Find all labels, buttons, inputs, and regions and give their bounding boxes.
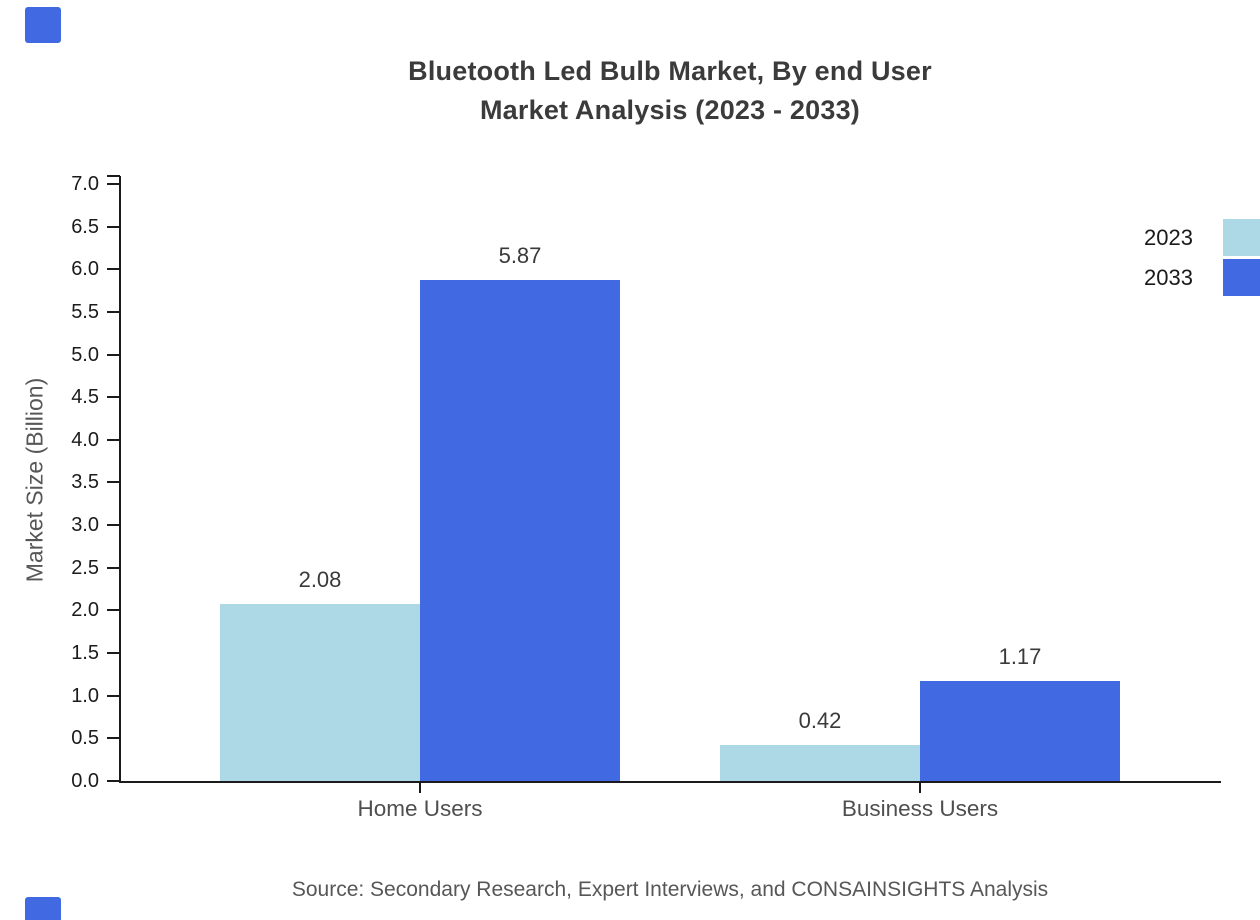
- bar-2023-business-users: [720, 745, 920, 781]
- legend-swatch-2023: [1223, 219, 1260, 256]
- y-tick-label: 4.0: [71, 428, 99, 451]
- y-tick: [107, 353, 120, 356]
- y-axis-end-cap: [107, 175, 120, 177]
- chart-title-line1: Bluetooth Led Bulb Market, By end User: [408, 56, 932, 86]
- y-tick-label: 7.0: [71, 172, 99, 195]
- chart-title: Bluetooth Led Bulb Market, By end User M…: [120, 52, 1220, 130]
- value-label-2033-home-users: 5.87: [498, 243, 542, 269]
- y-tick: [107, 652, 120, 655]
- y-tick-label: 4.5: [71, 386, 99, 409]
- y-tick: [107, 268, 120, 271]
- y-tick-label: 0.0: [71, 770, 99, 792]
- bar-2033-business-users: [920, 681, 1120, 781]
- bar-2033-home-users: [420, 280, 620, 781]
- y-tick: [107, 566, 120, 569]
- value-label-2033-business-users: 1.17: [998, 644, 1042, 670]
- y-tick: [107, 780, 120, 782]
- y-tick-label: 1.0: [71, 684, 99, 707]
- y-tick: [107, 225, 120, 228]
- y-tick-label: 3.5: [71, 471, 99, 494]
- legend-item-2023: 2023: [1144, 219, 1260, 256]
- y-axis-line: [119, 176, 121, 783]
- y-tick: [107, 438, 120, 441]
- legend-item-2033: 2033: [1144, 259, 1260, 296]
- legend-label-2033: 2033: [1144, 264, 1193, 290]
- y-tick: [107, 737, 120, 740]
- legend-label-2023: 2023: [1144, 224, 1193, 250]
- y-tick-label: 2.5: [71, 556, 99, 579]
- y-tick-label: 6.5: [71, 215, 99, 238]
- y-tick-label: 3.0: [71, 514, 99, 537]
- y-tick-label: 2.0: [71, 599, 99, 622]
- x-tick: [419, 783, 421, 793]
- y-tick-label: 5.5: [71, 300, 99, 323]
- x-tick: [919, 783, 921, 793]
- chart-title-line2: Market Analysis (2023 - 2033): [479, 95, 860, 125]
- value-label-2023-home-users: 2.08: [298, 566, 342, 592]
- y-tick: [107, 609, 120, 612]
- brand-square-bottom-left: [25, 897, 61, 920]
- bar-2023-home-users: [220, 603, 420, 781]
- y-tick: [107, 694, 120, 697]
- x-category-label-home-users: Home Users: [357, 796, 483, 821]
- y-tick-label: 6.0: [71, 258, 99, 281]
- y-tick-label: 5.0: [71, 343, 99, 366]
- x-category-label-business-users: Business Users: [841, 796, 999, 821]
- y-tick-label: 1.5: [71, 642, 99, 665]
- y-tick-label: 0.5: [71, 727, 99, 750]
- y-tick: [107, 396, 120, 399]
- y-tick: [107, 481, 120, 484]
- legend: 2023 2033: [1144, 219, 1260, 296]
- x-axis-line: [119, 781, 1221, 783]
- y-tick: [107, 310, 120, 313]
- brand-square-top-left: [25, 7, 61, 43]
- value-label-2023-business-users: 0.42: [798, 708, 842, 734]
- y-tick: [107, 182, 120, 185]
- source-attribution: Source: Secondary Research, Expert Inter…: [291, 878, 1049, 901]
- legend-swatch-2033: [1223, 259, 1260, 296]
- y-tick: [107, 524, 120, 527]
